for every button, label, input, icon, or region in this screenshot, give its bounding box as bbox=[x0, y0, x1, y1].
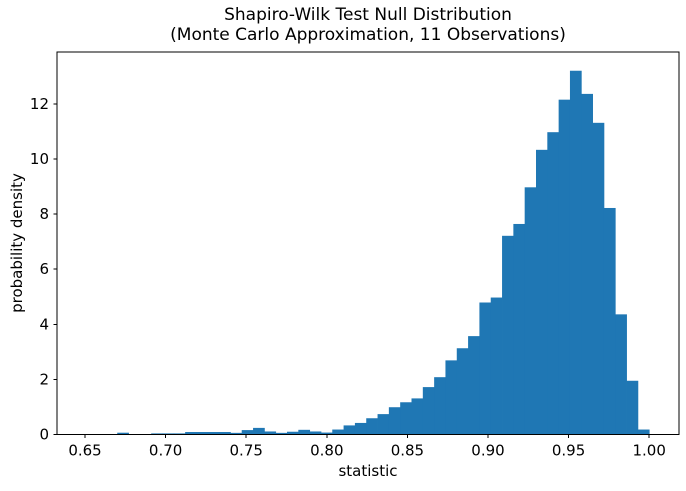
histogram-bar bbox=[388, 407, 401, 435]
histogram-bar bbox=[354, 422, 367, 435]
y-tick-label: 12 bbox=[30, 95, 49, 113]
x-axis-label: statistic bbox=[338, 462, 398, 480]
histogram-bar bbox=[320, 432, 333, 435]
y-tick-label: 6 bbox=[39, 260, 49, 278]
histogram-bar bbox=[626, 380, 639, 435]
x-tick-label: 0.65 bbox=[68, 442, 101, 460]
histogram-bars bbox=[117, 70, 650, 435]
histogram-bar bbox=[185, 432, 197, 435]
x-tick-label: 0.85 bbox=[391, 442, 424, 460]
histogram-bar bbox=[241, 430, 254, 435]
histogram-bar bbox=[366, 418, 378, 435]
histogram-bar bbox=[219, 432, 231, 435]
histogram-bar bbox=[253, 427, 265, 435]
chart-title-line-2: (Monte Carlo Approximation, 11 Observati… bbox=[170, 25, 566, 45]
histogram-bar bbox=[536, 149, 548, 435]
histogram-bar bbox=[287, 431, 299, 435]
histogram-bar bbox=[479, 302, 492, 435]
histogram-bar bbox=[264, 431, 277, 435]
histogram-bar bbox=[207, 432, 220, 435]
histogram-bar bbox=[468, 336, 480, 435]
x-tick-label: 0.80 bbox=[310, 442, 343, 460]
x-tick-label: 0.90 bbox=[471, 442, 504, 460]
histogram-bar bbox=[637, 429, 650, 435]
y-tick-label: 10 bbox=[30, 150, 49, 168]
histogram-bar bbox=[490, 297, 503, 435]
y-axis-label: probability density bbox=[8, 173, 26, 313]
y-tick-label: 8 bbox=[39, 205, 49, 223]
histogram-bar bbox=[581, 93, 593, 435]
histogram-bar bbox=[162, 433, 175, 435]
histogram-bar bbox=[558, 99, 571, 435]
histogram-bar bbox=[117, 432, 129, 435]
histogram-bar bbox=[592, 122, 605, 435]
histogram-bar bbox=[411, 398, 424, 435]
histogram-bar bbox=[173, 433, 186, 435]
histogram-bar bbox=[569, 70, 582, 435]
histogram-bar bbox=[275, 432, 288, 435]
y-tick-label: 2 bbox=[39, 370, 49, 388]
histogram-bar bbox=[524, 187, 537, 435]
histogram-bar bbox=[332, 429, 344, 435]
x-tick-label: 1.00 bbox=[632, 442, 665, 460]
x-tick-label: 0.95 bbox=[552, 442, 585, 460]
plot-border bbox=[56, 51, 680, 435]
y-tick-label: 0 bbox=[39, 426, 49, 444]
x-tick-label: 0.70 bbox=[149, 442, 182, 460]
histogram-bar bbox=[603, 207, 616, 435]
histogram-bar bbox=[513, 223, 526, 435]
histogram-bar bbox=[456, 348, 469, 435]
histogram-bar bbox=[196, 432, 209, 435]
histogram-bar bbox=[615, 314, 627, 435]
histogram-bar bbox=[298, 429, 311, 435]
histogram-bar bbox=[547, 132, 560, 435]
histogram-bar bbox=[445, 360, 458, 435]
histogram-bar bbox=[377, 414, 390, 435]
histogram-bar bbox=[230, 432, 243, 435]
histogram-bar bbox=[400, 402, 412, 435]
histogram-bar bbox=[502, 235, 514, 435]
histogram-bar bbox=[422, 387, 435, 435]
y-tick-label: 4 bbox=[39, 315, 49, 333]
chart-title-line-1: Shapiro-Wilk Test Null Distribution bbox=[224, 5, 512, 25]
x-tick-label: 0.75 bbox=[230, 442, 263, 460]
histogram-bar bbox=[151, 433, 163, 435]
histogram-bar bbox=[343, 425, 356, 435]
histogram-bar bbox=[434, 377, 446, 435]
histogram-bar bbox=[309, 431, 322, 435]
